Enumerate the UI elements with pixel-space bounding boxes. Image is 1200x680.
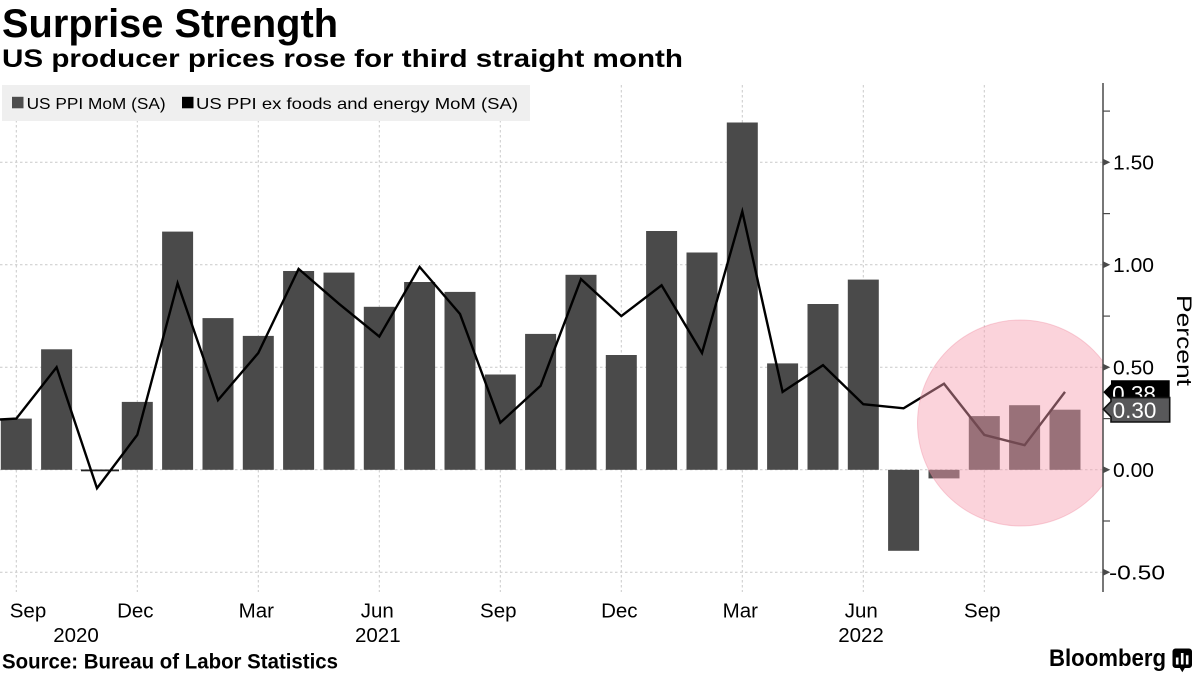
svg-text:Sep: Sep	[480, 600, 516, 623]
svg-text:Percent: Percent	[1172, 295, 1196, 386]
svg-text:US PPI ex foods and energy MoM: US PPI ex foods and energy MoM (SA)	[196, 96, 518, 113]
svg-text:Mar: Mar	[723, 600, 758, 623]
svg-text:1.00: 1.00	[1113, 255, 1154, 277]
svg-text:US producer prices rose for th: US producer prices rose for third straig…	[2, 45, 683, 73]
svg-text:Surprise Strength: Surprise Strength	[2, 2, 338, 46]
svg-text:Jun: Jun	[845, 600, 878, 623]
svg-text:2022: 2022	[838, 624, 884, 647]
svg-text:0.50: 0.50	[1113, 358, 1154, 380]
svg-text:Source: Bureau of Labor Statis: Source: Bureau of Labor Statistics	[2, 651, 338, 674]
svg-text:1.50: 1.50	[1113, 153, 1154, 175]
svg-text:0.30: 0.30	[1113, 398, 1157, 423]
svg-text:Mar: Mar	[239, 600, 274, 623]
svg-text:Sep: Sep	[964, 600, 1000, 623]
svg-text:2020: 2020	[53, 624, 99, 647]
svg-text:0.00: 0.00	[1113, 460, 1154, 482]
svg-text:Sep: Sep	[10, 600, 46, 623]
svg-text:Dec: Dec	[601, 600, 637, 623]
svg-text:US PPI MoM (SA): US PPI MoM (SA)	[27, 96, 166, 113]
svg-text:2021: 2021	[355, 624, 401, 647]
svg-text:Dec: Dec	[117, 600, 153, 623]
svg-text:-0.50: -0.50	[1109, 563, 1165, 585]
svg-text:Bloomberg: Bloomberg	[1049, 645, 1166, 672]
svg-text:Jun: Jun	[361, 600, 394, 623]
